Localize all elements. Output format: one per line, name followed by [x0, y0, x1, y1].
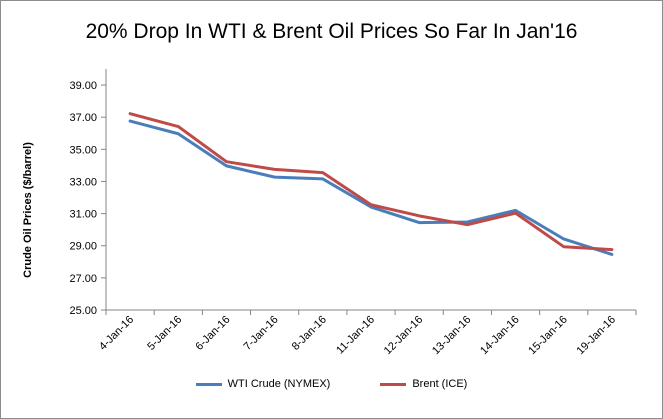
x-tick-label: 19-Jan-16: [575, 314, 619, 358]
y-tick-label: 27.00: [69, 273, 97, 285]
x-tick-label: 5-Jan-16: [145, 314, 184, 353]
legend: WTI Crude (NYMEX) Brent (ICE): [0, 378, 663, 390]
x-tick-label: 11-Jan-16: [334, 314, 377, 357]
x-tick-label: 12-Jan-16: [382, 314, 426, 358]
x-tick-label: 14-Jan-16: [478, 314, 522, 358]
legend-item-wti: WTI Crude (NYMEX): [195, 378, 331, 390]
series-line-wti: [128, 119, 614, 256]
y-tick-label: 25.00: [69, 305, 97, 317]
y-tick-label: 31.00: [69, 209, 97, 221]
x-tick-label: 13-Jan-16: [430, 314, 474, 358]
x-tick-label: 4-Jan-16: [97, 314, 136, 353]
legend-label-brent: Brent (ICE): [412, 378, 468, 390]
y-tick-label: 33.00: [69, 176, 97, 188]
y-tick-label: 29.00: [69, 241, 97, 253]
legend-swatch-brent: [380, 382, 407, 386]
x-tick-label: 6-Jan-16: [193, 314, 232, 353]
x-tick-label: 7-Jan-16: [242, 314, 281, 353]
series-line-brent: [128, 112, 614, 252]
legend-swatch-wti: [195, 382, 222, 386]
x-tick-label: 15-Jan-16: [526, 314, 570, 358]
y-tick-label: 39.00: [69, 80, 97, 92]
y-tick-label: 35.00: [69, 144, 97, 156]
legend-item-brent: Brent (ICE): [380, 378, 467, 390]
x-tick-label: 8-Jan-16: [290, 314, 329, 353]
y-tick-label: 37.00: [69, 112, 97, 124]
chart-title: 20% Drop In WTI & Brent Oil Prices So Fa…: [85, 20, 578, 43]
legend-label-wti: WTI Crude (NYMEX): [227, 378, 331, 390]
